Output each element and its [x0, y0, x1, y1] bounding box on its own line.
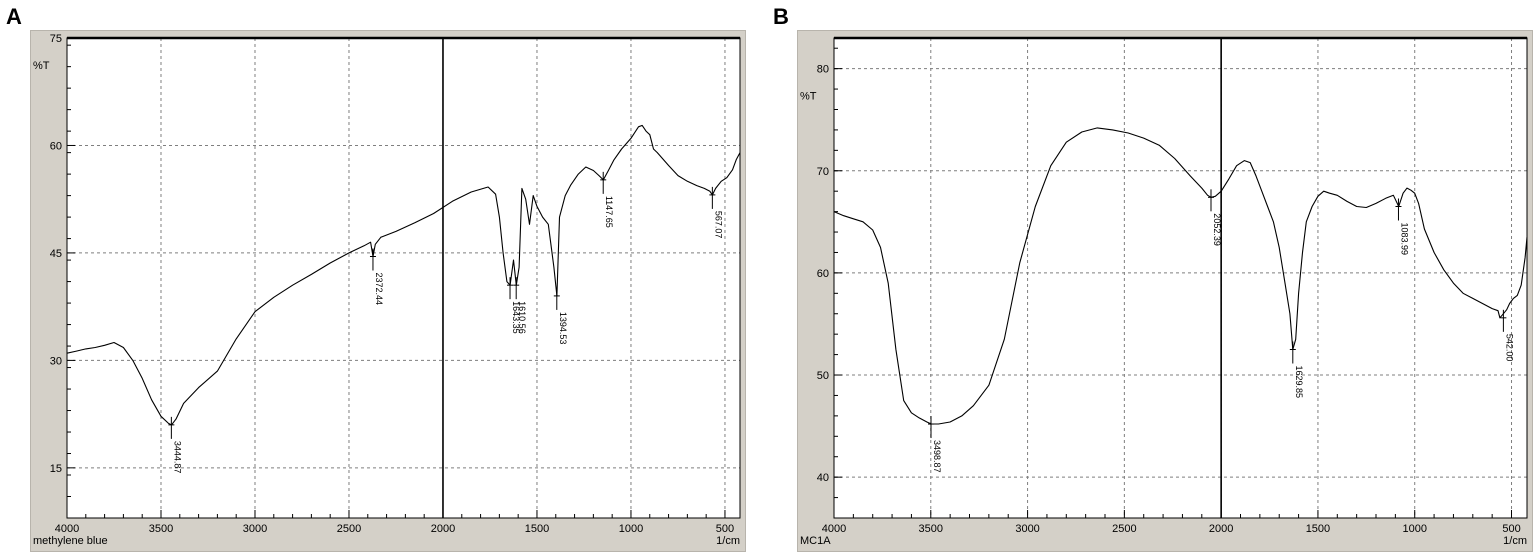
- peak-label: 3444.87: [172, 441, 182, 474]
- y-tick-label: 80: [817, 64, 829, 76]
- x-tick-label: 3000: [243, 523, 267, 535]
- x-tick-label: 3000: [1015, 523, 1039, 535]
- y-axis-label: %T: [800, 91, 817, 103]
- peak-label: 542.00: [1504, 334, 1514, 362]
- chart-frame-a: 15 30 45 60 75 4000 3500 3000 2500 2000 1500 1000 50…: [30, 30, 746, 552]
- peak-label: 1394.53: [558, 312, 568, 345]
- x-axis-label: 1/cm: [716, 535, 740, 547]
- x-tick-label: 4000: [55, 523, 79, 535]
- peak-label: 2372.44: [374, 273, 384, 306]
- sample-name: MC1A: [800, 535, 831, 547]
- x-tick-label: 2000: [1209, 523, 1233, 535]
- peak-label: 1629.85: [1294, 365, 1304, 398]
- y-tick-label: 15: [50, 463, 62, 475]
- peak-label: 1610.56: [517, 301, 527, 334]
- peak-label: 1643.35: [511, 301, 521, 334]
- chart-panel-b: B 40 50 60 70 80 4000 3500 3000 2500 2000 1500 1000…: [767, 0, 1535, 554]
- y-tick-label: 50: [817, 370, 829, 382]
- x-tick-label: 3500: [149, 523, 173, 535]
- x-tick-label: 1000: [619, 523, 643, 535]
- y-tick-label: 60: [817, 268, 829, 280]
- panel-letter-b: B: [773, 4, 789, 29]
- plot-area: [834, 38, 1527, 518]
- x-tick-label: 500: [1502, 523, 1520, 535]
- y-tick-label: 45: [50, 248, 62, 260]
- chart-panel-a: A 15 30 45 60 75 4000 3500 3000 2500 2000 1500 1000…: [0, 0, 767, 554]
- x-tick-label: 3500: [919, 523, 943, 535]
- x-tick-label: 1000: [1402, 523, 1426, 535]
- plot-area: [67, 38, 740, 518]
- x-tick-label: 500: [716, 523, 734, 535]
- x-tick-label: 1500: [1306, 523, 1330, 535]
- peak-label: 567.07: [713, 211, 723, 239]
- x-tick-label: 2000: [431, 523, 455, 535]
- y-tick-label: 70: [817, 166, 829, 178]
- peak-label: 3498.87: [932, 440, 942, 473]
- peak-label: 2052.39: [1212, 213, 1222, 246]
- y-axis-label: %T: [33, 60, 50, 72]
- ir-spectrum-plot-a: 15 30 45 60 75 4000 3500 3000 2500 2000 1500 1000 50…: [33, 33, 741, 547]
- panel-letter-a: A: [6, 4, 22, 29]
- x-tick-label: 2500: [337, 523, 361, 535]
- sample-name: methylene blue: [33, 535, 108, 547]
- ir-spectrum-plot-b: 40 50 60 70 80 4000 3500 3000 2500 2000 1500 1000 50…: [800, 36, 1528, 547]
- peak-label: 1147.65: [604, 196, 614, 228]
- spectrum-line: [833, 127, 1528, 425]
- x-tick-label: 1500: [525, 523, 549, 535]
- x-axis-label: 1/cm: [1503, 535, 1527, 547]
- chart-frame-b: 40 50 60 70 80 4000 3500 3000 2500 2000 1500 1000 50…: [797, 30, 1533, 552]
- y-tick-label: 40: [817, 472, 829, 484]
- peak-label: 1083.99: [1399, 223, 1409, 256]
- x-tick-label: 2500: [1112, 523, 1136, 535]
- y-tick-label: 60: [50, 140, 62, 152]
- x-tick-label: 4000: [822, 523, 846, 535]
- y-tick-label: 75: [50, 33, 62, 45]
- y-tick-label: 30: [50, 355, 62, 367]
